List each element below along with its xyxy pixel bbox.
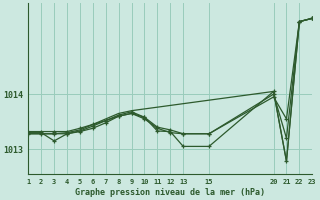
X-axis label: Graphe pression niveau de la mer (hPa): Graphe pression niveau de la mer (hPa)	[75, 188, 265, 197]
